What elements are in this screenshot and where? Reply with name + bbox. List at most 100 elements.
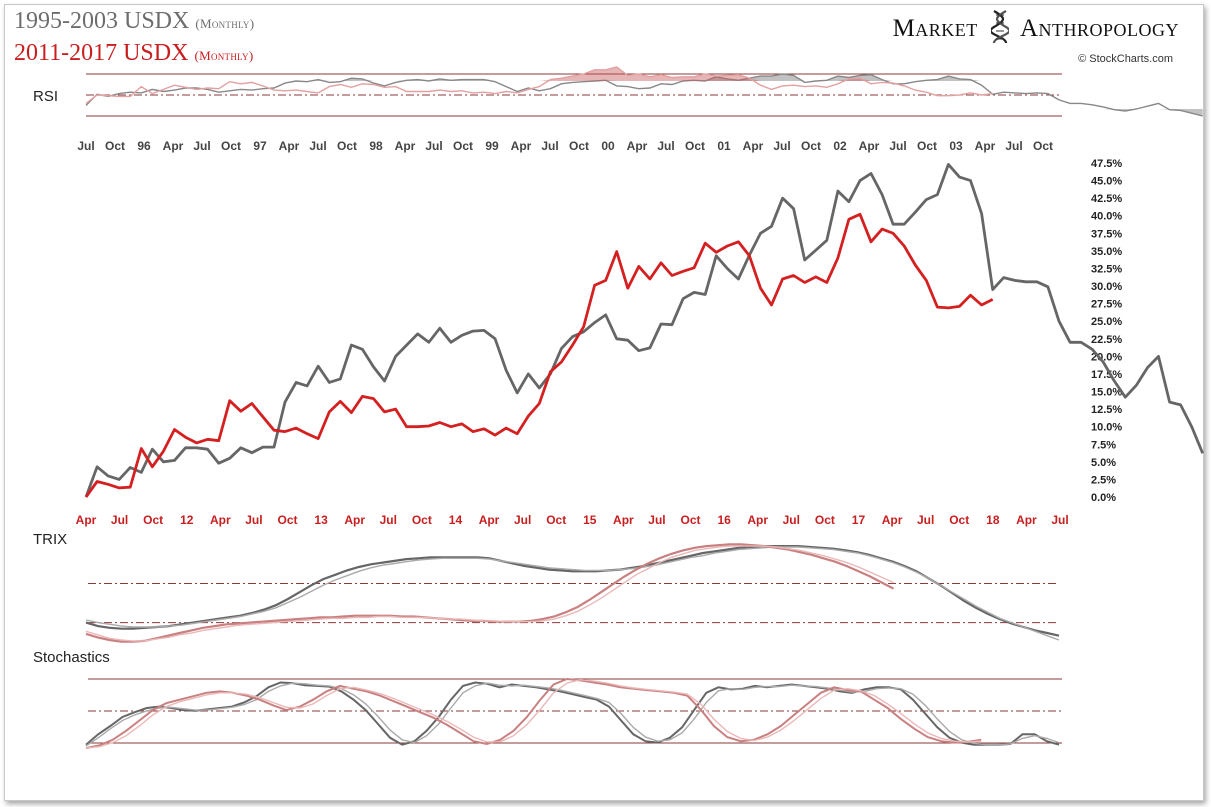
top-axis-label: Jul: [657, 139, 674, 153]
brand-right: Anthropology: [1019, 15, 1179, 43]
rsi-line-1995-2003: [85, 73, 1203, 117]
rsi-line-2011-2017: [85, 66, 993, 104]
top-axis-label: Oct: [801, 139, 821, 153]
bottom-axis-label: Apr: [882, 513, 903, 527]
top-axis-label: 03: [949, 139, 963, 153]
top-axis-label: Oct: [105, 139, 125, 153]
bottom-axis-label: Apr: [344, 513, 365, 527]
top-axis-label: Oct: [453, 139, 473, 153]
bottom-axis-label: 16: [717, 513, 731, 527]
top-axis-label: Jul: [1005, 139, 1022, 153]
top-axis-label: 96: [137, 139, 151, 153]
y-tick-label: 2.5%: [1091, 474, 1116, 486]
bottom-axis-label: Oct: [278, 513, 298, 527]
y-tick-label: 15.0%: [1091, 387, 1122, 399]
stockcharts-credit: © StockCharts.com: [1078, 53, 1173, 65]
top-axis-label: 02: [833, 139, 847, 153]
trix-line-2: [85, 546, 1060, 641]
top-axis-label: Apr: [511, 139, 532, 153]
top-axis-label: 98: [369, 139, 383, 153]
y-tick-label: 20.0%: [1091, 351, 1122, 363]
bottom-axis-label: 17: [852, 513, 866, 527]
series-line-1995-2003: [84, 163, 1204, 498]
top-axis-label: 01: [717, 139, 731, 153]
bottom-axis-label: 13: [314, 513, 328, 527]
top-axis-label: Jul: [425, 139, 442, 153]
top-axis-label: Oct: [917, 139, 937, 153]
bottom-axis-label: Jul: [917, 513, 934, 527]
bottom-axis-label: 12: [180, 513, 194, 527]
bottom-axis-label: Jul: [648, 513, 665, 527]
y-tick-label: 27.5%: [1091, 299, 1122, 311]
bottom-axis-label: Jul: [245, 513, 262, 527]
top-axis-label: Apr: [743, 139, 764, 153]
rsi-panel-label: RSI: [33, 88, 59, 105]
bottom-axis-label: Oct: [546, 513, 566, 527]
bottom-axis-label: Jul: [1051, 513, 1068, 527]
y-tick-label: 40.0%: [1091, 211, 1122, 223]
chart-title-series-a: 1995-2003 USDX (Monthly): [14, 8, 254, 35]
top-axis-label: Jul: [889, 139, 906, 153]
rsi-oversold-fill: [86, 109, 1203, 116]
top-axis-label: Apr: [395, 139, 416, 153]
y-tick-label: 42.5%: [1091, 193, 1122, 205]
y-tick-label: 12.5%: [1091, 404, 1122, 416]
y-tick-label: 35.0%: [1091, 246, 1122, 258]
trix-line-1: [85, 545, 1060, 637]
top-axis-label: Apr: [279, 139, 300, 153]
y-tick-label: 10.0%: [1091, 422, 1122, 434]
y-tick-label: 30.0%: [1091, 281, 1122, 293]
bottom-axis-label: Jul: [783, 513, 800, 527]
top-axis-label: Jul: [309, 139, 326, 153]
y-tick-label: 0.0%: [1091, 492, 1116, 504]
top-axis-label: 99: [485, 139, 499, 153]
bottom-axis-label: Oct: [681, 513, 701, 527]
bottom-axis-label: Apr: [747, 513, 768, 527]
trix-line-4: [85, 545, 894, 642]
top-axis-label: Jul: [773, 139, 790, 153]
y-tick-label: 45.0%: [1091, 176, 1122, 188]
brand-logo: Market Anthropology: [893, 10, 1179, 51]
y-tick-label: 25.0%: [1091, 316, 1122, 328]
top-axis-label: Oct: [569, 139, 589, 153]
series-a-subtitle: (Monthly): [195, 16, 255, 31]
bottom-axis-label: Apr: [1016, 513, 1037, 527]
top-axis-label: Apr: [859, 139, 880, 153]
top-axis-label: Jul: [541, 139, 558, 153]
bottom-axis-label: 18: [986, 513, 1000, 527]
top-axis-label: Apr: [627, 139, 648, 153]
top-axis-label: Apr: [163, 139, 184, 153]
bottom-axis-label: Apr: [479, 513, 500, 527]
bottom-axis-label: Apr: [76, 513, 97, 527]
y-tick-label: 7.5%: [1091, 439, 1116, 451]
bottom-axis-label: Oct: [143, 513, 163, 527]
top-axis-label: Jul: [193, 139, 210, 153]
bottom-axis-label: Oct: [412, 513, 432, 527]
stochastics-line-4: [85, 678, 982, 749]
chart-frame: [4, 4, 1204, 801]
series-a-title: 1995-2003 USDX: [14, 8, 190, 34]
bottom-axis-label: Apr: [613, 513, 634, 527]
top-axis-label: Oct: [1033, 139, 1053, 153]
bottom-axis-label: Oct: [815, 513, 835, 527]
trix-panel-label: TRIX: [33, 531, 68, 548]
bottom-axis-label: 14: [449, 513, 463, 527]
top-axis-label: 00: [601, 139, 615, 153]
stochastics-line-2: [85, 682, 1060, 747]
series-line-2011-2017: [84, 212, 994, 498]
y-tick-label: 32.5%: [1091, 263, 1122, 275]
chart-title-series-b: 2011-2017 USDX (Monthly): [14, 40, 253, 67]
y-tick-label: 5.0%: [1091, 457, 1116, 469]
y-tick-label: 17.5%: [1091, 369, 1122, 381]
stochastics-panel-label: Stochastics: [33, 649, 110, 666]
y-tick-label: 37.5%: [1091, 228, 1122, 240]
top-axis-label: Jul: [77, 139, 94, 153]
top-axis-label: Oct: [221, 139, 241, 153]
series-b-subtitle: (Monthly): [194, 48, 254, 63]
top-axis-label: Apr: [975, 139, 996, 153]
top-axis-label: Oct: [337, 139, 357, 153]
bottom-axis-label: Apr: [210, 513, 231, 527]
y-tick-label: 47.5%: [1091, 158, 1122, 170]
bottom-axis-label: Jul: [111, 513, 128, 527]
